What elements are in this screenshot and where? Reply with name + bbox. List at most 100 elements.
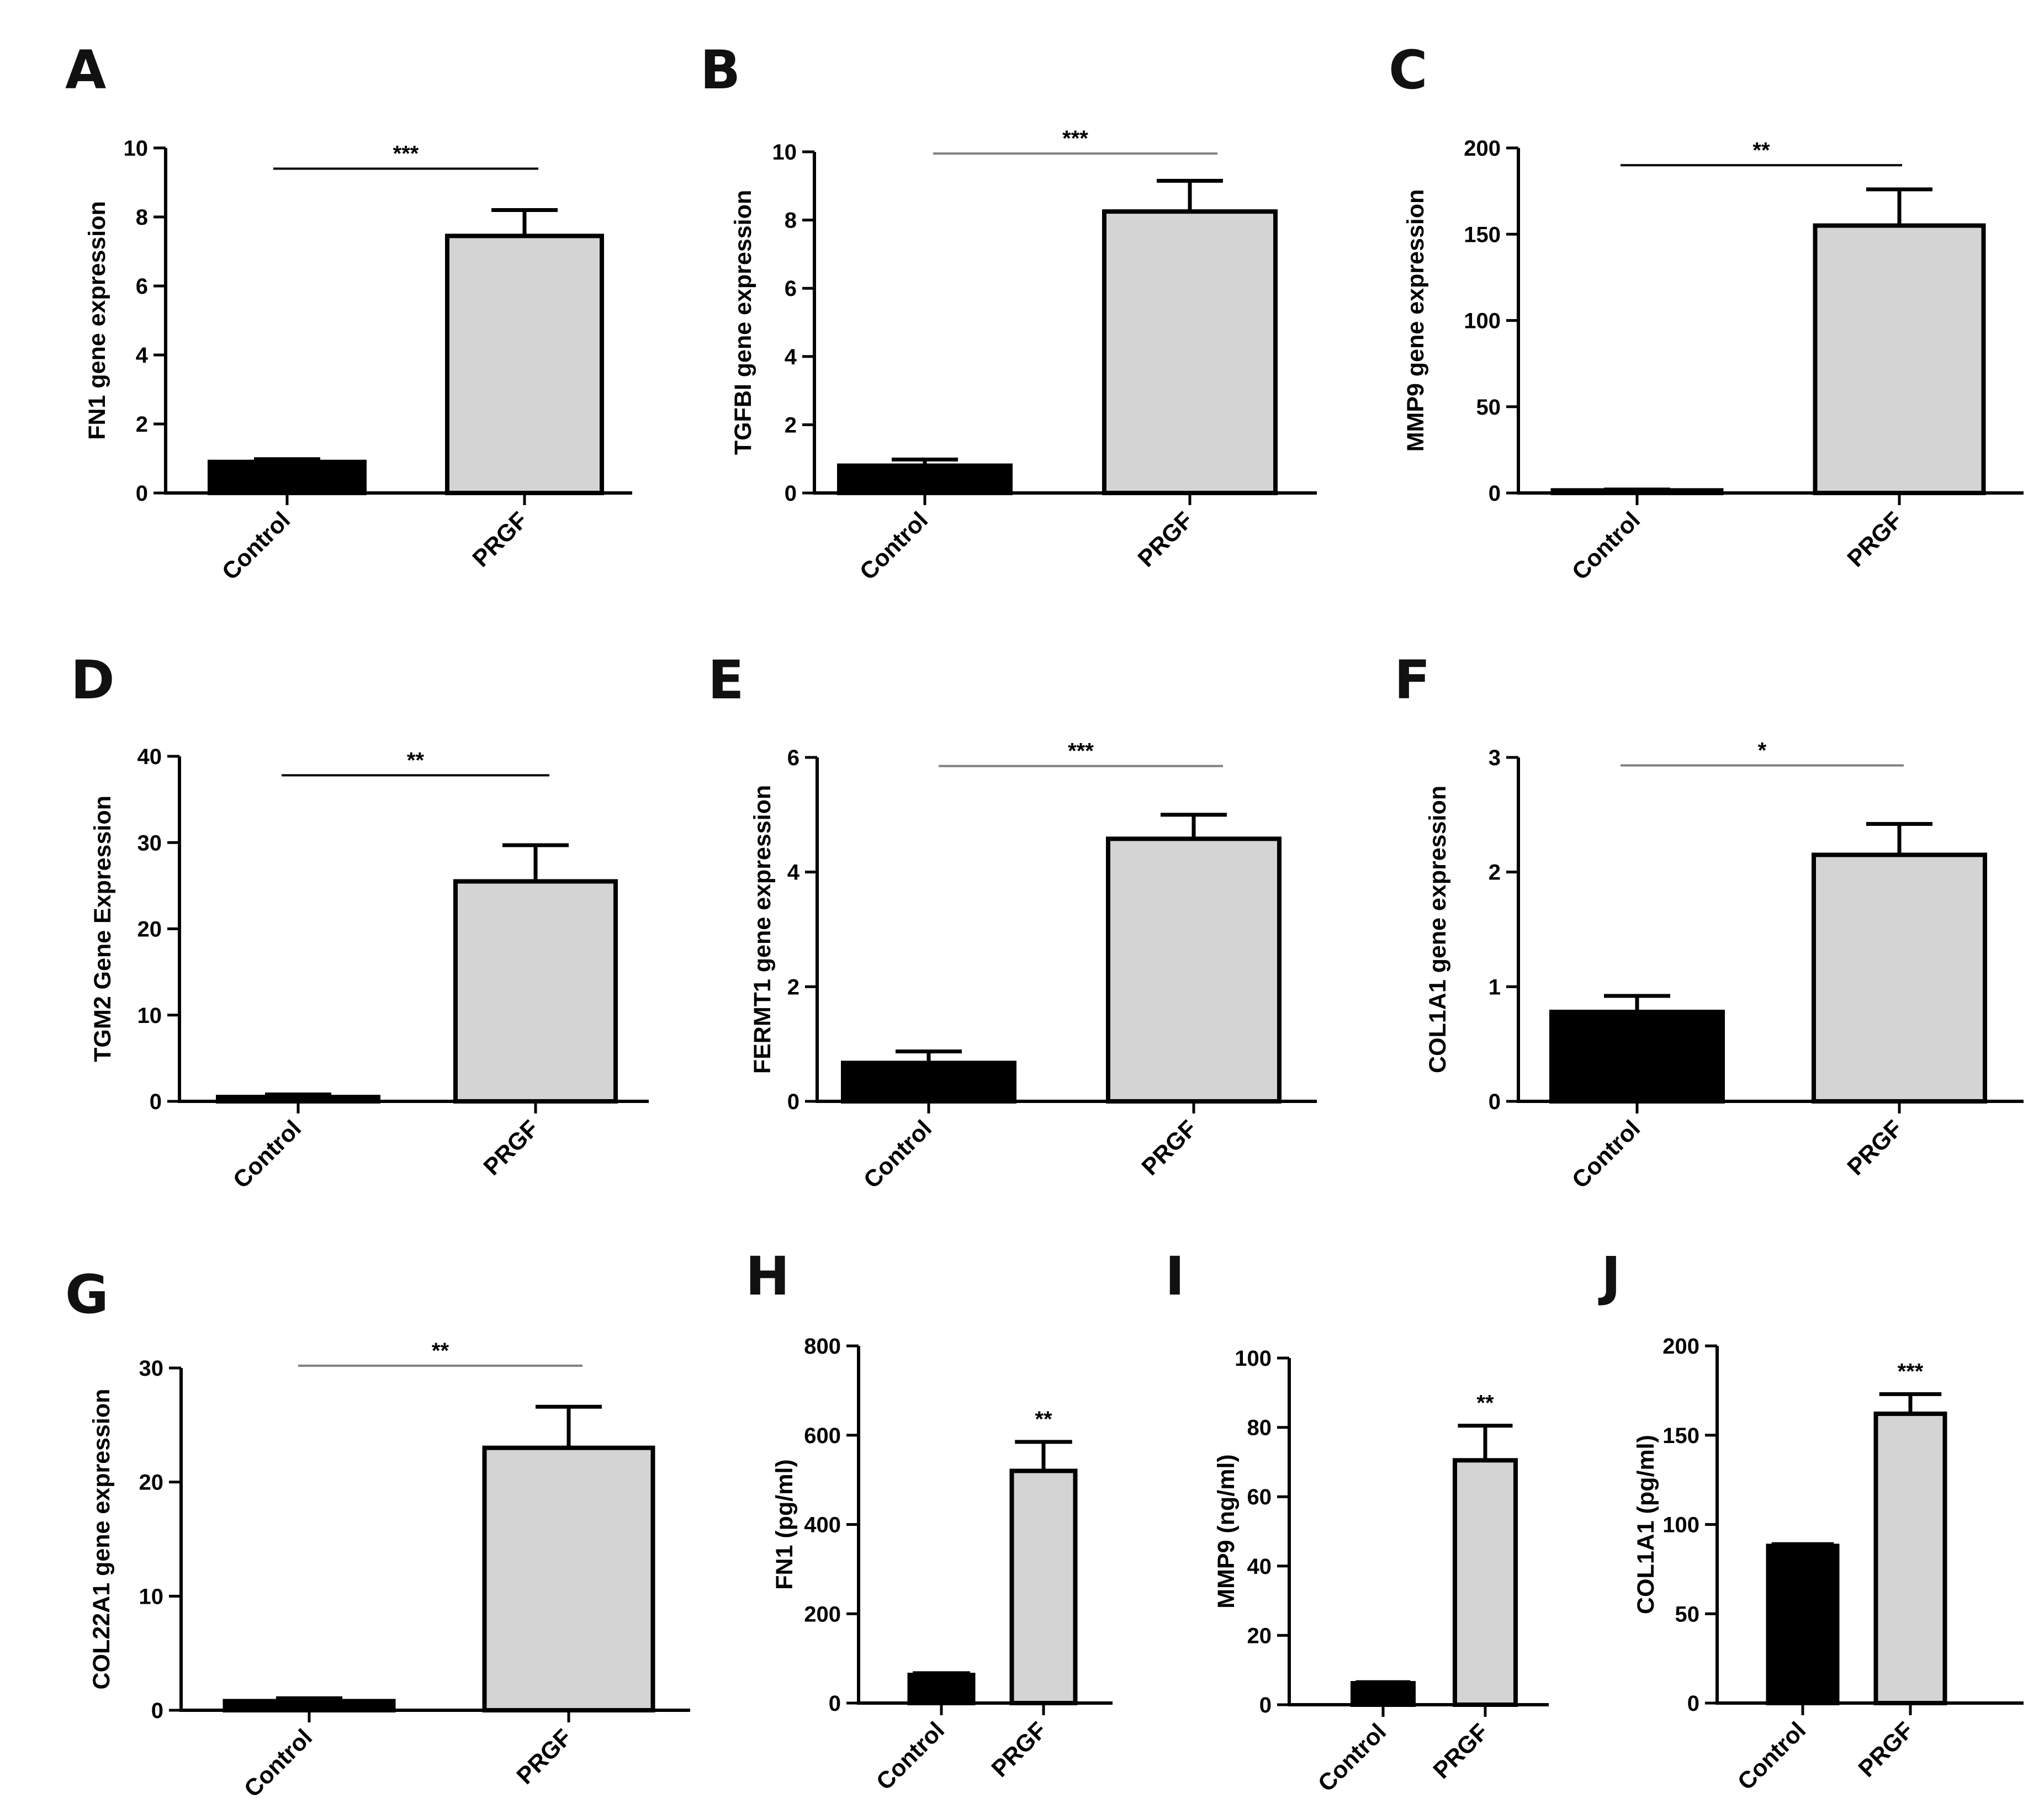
panel-h-ytick-label-0: 0 bbox=[829, 1691, 841, 1716]
panel-h-bar-prgf bbox=[1009, 1468, 1078, 1705]
panel-b-bar-control bbox=[837, 463, 1013, 495]
panel-d-ytick-label-0: 0 bbox=[150, 1090, 162, 1114]
panel-f-ytick-label-3: 3 bbox=[1489, 746, 1501, 770]
panel-c-bar-control bbox=[1550, 488, 1724, 495]
panel-a-y-label: FN1 gene expression bbox=[84, 201, 110, 440]
panel-g: G 0 10 20 30 COL22A1 gene expression Control PR… bbox=[65, 1264, 690, 1802]
panel-g-ytick-label-1: 10 bbox=[139, 1584, 164, 1609]
panel-b-error-prgf bbox=[1157, 179, 1223, 212]
panel-g-significance-label: ** bbox=[432, 1339, 449, 1363]
panel-h-ytick-label-3: 600 bbox=[804, 1424, 841, 1448]
panel-d-y-label: TGM2 Gene Expression bbox=[89, 796, 116, 1062]
panel-i-bar-prgf bbox=[1453, 1458, 1518, 1707]
panel-c-bar-prgf bbox=[1813, 223, 1986, 495]
panel-f-ytick-label-0: 0 bbox=[1489, 1090, 1501, 1114]
panel-c-category-prgf: PRGF bbox=[1842, 507, 1908, 572]
panel-g-bar-prgf bbox=[482, 1445, 655, 1713]
panel-d-category-control: Control bbox=[228, 1115, 306, 1194]
panel-f-ytick-label-1: 1 bbox=[1489, 975, 1501, 999]
panel-i-category-prgf: PRGF bbox=[1428, 1719, 1494, 1784]
panel-e-ytick-label-3: 6 bbox=[787, 746, 799, 770]
panel-d-ytick-label-3: 30 bbox=[137, 831, 162, 855]
panel-d-ytick-label-4: 40 bbox=[137, 745, 162, 769]
panel-e-ytick-label-1: 2 bbox=[787, 975, 799, 999]
panel-d-error-prgf bbox=[502, 843, 569, 882]
panel-f-significance-label: * bbox=[1758, 739, 1767, 763]
panel-d: D 0 10 20 30 40 TGM2 Gene Expression Control PRG… bbox=[71, 649, 649, 1194]
panel-c-error-prgf bbox=[1866, 187, 1932, 226]
panel-c-y-label: MMP9 gene expression bbox=[1402, 189, 1429, 452]
panel-g-bar-control bbox=[223, 1699, 396, 1712]
panel-a-ytick-label-5: 10 bbox=[124, 136, 149, 161]
panel-j-error-prgf bbox=[1879, 1392, 1942, 1414]
panel-g-ytick-label-0: 0 bbox=[151, 1699, 163, 1723]
panel-c-ytick-label-2: 100 bbox=[1464, 309, 1501, 333]
panel-c-category-control: Control bbox=[1567, 507, 1645, 585]
panel-e-category-control: Control bbox=[859, 1115, 937, 1194]
panel-h-category-control: Control bbox=[871, 1717, 950, 1795]
panel-i-ytick-label-1: 20 bbox=[1247, 1624, 1272, 1648]
panel-i-significance-label: ** bbox=[1476, 1391, 1494, 1415]
panel-a-ytick-label-2: 4 bbox=[136, 343, 149, 368]
panel-i-ytick-label-4: 80 bbox=[1247, 1416, 1272, 1440]
panel-a-error-prgf bbox=[491, 208, 558, 236]
panel-j-significance-label: *** bbox=[1898, 1359, 1924, 1383]
panel-h-ytick-label-4: 800 bbox=[804, 1334, 841, 1359]
panel-b-ytick-label-5: 10 bbox=[772, 140, 797, 165]
panel-i-y-label: MMP9 (ng/ml) bbox=[1213, 1454, 1240, 1608]
panel-h-bar-control bbox=[907, 1673, 976, 1706]
panel-j-ytick-label-0: 0 bbox=[1687, 1691, 1699, 1716]
panel-a-bar-control bbox=[208, 459, 367, 495]
panel-a-significance-label: *** bbox=[393, 142, 419, 166]
panel-d-bar-prgf bbox=[453, 879, 618, 1104]
panel-i-ytick-label-0: 0 bbox=[1259, 1693, 1272, 1717]
panel-d-ytick-label-1: 10 bbox=[137, 1004, 162, 1028]
panel-b-bar-prgf bbox=[1102, 209, 1278, 495]
panel-b-ytick-label-0: 0 bbox=[785, 481, 797, 506]
panel-j-category-prgf: PRGF bbox=[1854, 1717, 1919, 1782]
panel-i-letter: I bbox=[1165, 1245, 1185, 1307]
panel-h-letter: H bbox=[745, 1245, 790, 1307]
panel-e-y-label: FERMT1 gene expression bbox=[749, 785, 776, 1074]
panel-c: C 0 50 100 150 200 MMP9 gene expression Control… bbox=[1389, 39, 2024, 585]
panel-d-category-prgf: PRGF bbox=[479, 1115, 544, 1180]
panel-b-y-label: TGFBI gene expression bbox=[730, 190, 756, 455]
panel-i-ytick-label-5: 100 bbox=[1235, 1346, 1272, 1371]
panel-a-category-prgf: PRGF bbox=[468, 507, 533, 572]
panel-f-letter: F bbox=[1394, 649, 1431, 711]
panel-i-category-control: Control bbox=[1313, 1719, 1391, 1797]
panel-h: H 0 200 400 600 800 FN1 (pg/ml) Control PRGF ** bbox=[745, 1245, 1113, 1795]
panel-a-ytick-label-4: 8 bbox=[136, 205, 148, 230]
panel-h-y-label: FN1 (pg/ml) bbox=[771, 1459, 798, 1589]
panel-a: A 0 2 4 6 8 10 FN1 gene expression Control PRGF **… bbox=[65, 39, 632, 585]
panel-f-category-prgf: PRGF bbox=[1842, 1115, 1908, 1180]
panel-b-significance-label: *** bbox=[1062, 126, 1088, 151]
panel-g-ytick-label-2: 20 bbox=[139, 1471, 164, 1495]
panel-j-ytick-label-4: 200 bbox=[1662, 1334, 1699, 1359]
panel-g-category-prgf: PRGF bbox=[512, 1724, 577, 1789]
panel-h-category-prgf: PRGF bbox=[987, 1717, 1052, 1782]
panel-f-bar-control bbox=[1549, 1010, 1725, 1104]
panel-a-ytick-label-0: 0 bbox=[136, 481, 148, 506]
panel-f-bar-prgf bbox=[1812, 852, 1987, 1104]
panel-g-ytick-label-3: 30 bbox=[139, 1356, 164, 1381]
panel-h-significance-label: ** bbox=[1035, 1407, 1052, 1431]
panel-j-letter: J bbox=[1598, 1245, 1621, 1307]
panel-a-ytick-label-1: 2 bbox=[136, 412, 148, 437]
panel-i-bar-control bbox=[1351, 1681, 1416, 1707]
panel-c-ytick-label-0: 0 bbox=[1489, 481, 1501, 506]
panel-g-y-label: COL22A1 gene expression bbox=[88, 1389, 115, 1690]
panel-i: I 0 20 40 60 80 100 MMP9 (ng/ml) Control PRGF ** bbox=[1165, 1245, 1549, 1797]
panel-a-ytick-label-3: 6 bbox=[136, 274, 148, 299]
panel-e-error-prgf bbox=[1161, 813, 1227, 839]
panel-f-category-control: Control bbox=[1567, 1115, 1645, 1194]
panel-c-letter: C bbox=[1389, 39, 1427, 101]
panel-e-bar-control bbox=[841, 1060, 1016, 1104]
panel-e-bar-prgf bbox=[1106, 836, 1282, 1104]
panel-a-letter: A bbox=[65, 39, 106, 101]
panel-c-ytick-label-4: 200 bbox=[1464, 136, 1501, 161]
panel-f-ytick-label-2: 2 bbox=[1489, 861, 1501, 885]
panel-d-bar-control bbox=[216, 1095, 380, 1104]
panel-b-letter: B bbox=[700, 39, 740, 101]
panel-b-ytick-label-1: 2 bbox=[785, 413, 797, 437]
